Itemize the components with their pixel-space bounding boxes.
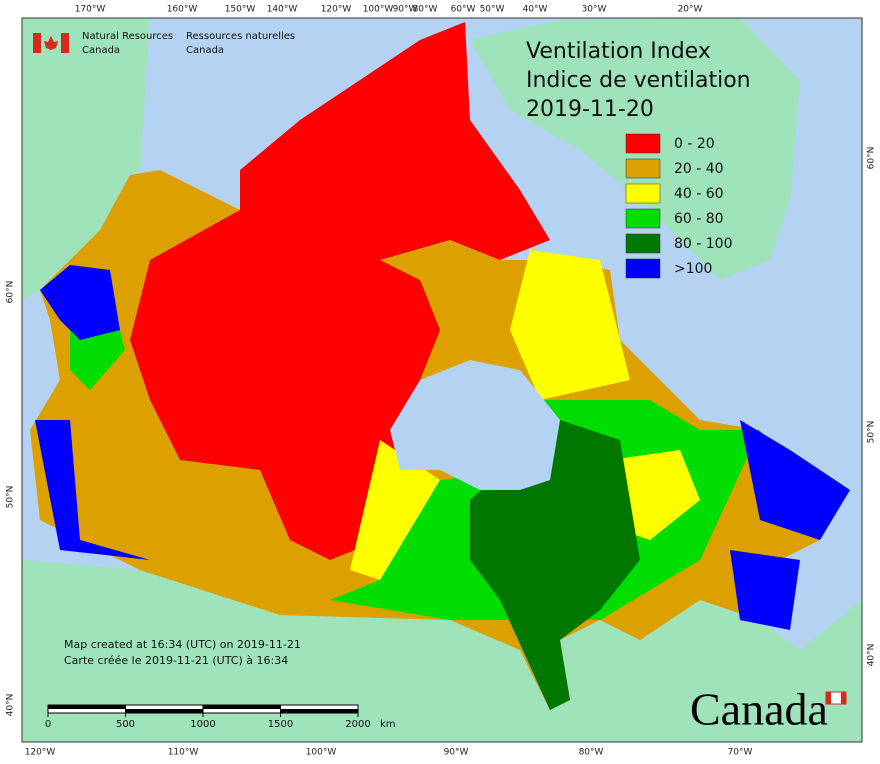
longitude-label: 140°W [267, 5, 298, 15]
legend-swatch [625, 208, 661, 229]
region-patch [240, 22, 550, 260]
nrcan-logo: Natural Resources Canada Ressources natu… [33, 31, 295, 56]
scale-bar-segment [125, 709, 203, 713]
longitude-label: 40°W [523, 5, 548, 15]
longitude-label: 70°W [728, 748, 753, 758]
scale-label: 1500 [268, 719, 293, 730]
flag-band [826, 692, 831, 704]
latitude-label: 40°N [867, 644, 877, 667]
title-fr: Indice de ventilation [526, 68, 751, 93]
longitude-label: 100°W [363, 5, 394, 15]
frame-border [21, 17, 863, 743]
flag-band [33, 33, 41, 53]
map-frame [21, 17, 863, 743]
scale-bar-segment [203, 705, 281, 709]
region-patch [280, 110, 340, 160]
longitude-label: 20°W [678, 5, 703, 15]
longitude-label: 170°W [75, 5, 106, 15]
longitude-label: 120°W [25, 748, 56, 758]
longitude-label: 90°W [444, 748, 469, 758]
scale-bar-segment [280, 709, 358, 713]
title-en: Ventilation Index [526, 39, 711, 64]
longitude-label: 80°W [413, 5, 438, 15]
region-patch [130, 210, 440, 560]
scale-bar-segment [48, 705, 126, 709]
region-patch [510, 250, 630, 400]
united-states [22, 560, 862, 742]
title-date: 2019-11-20 [526, 97, 654, 122]
scale-label: 2000 [345, 719, 370, 730]
legend-swatch [625, 158, 661, 179]
legend-swatch [625, 258, 661, 279]
agency-en: Canada [82, 45, 120, 56]
legend-label: 60 - 80 [674, 211, 724, 227]
latitude-label: 60°N [867, 147, 877, 170]
longitude-label: 120°W [321, 5, 352, 15]
legend-swatch [625, 233, 661, 254]
scale-label: 500 [116, 719, 135, 730]
wordmark-text: Canada [690, 684, 828, 735]
alaska [22, 18, 150, 300]
scale-label: 1000 [190, 719, 215, 730]
longitude-label: 90°W [393, 5, 418, 15]
flag-band [61, 33, 69, 53]
maple-leaf [44, 36, 58, 50]
legend-label: >100 [674, 261, 712, 277]
legend-label: 40 - 60 [674, 186, 724, 202]
wordmark: Canada [690, 684, 847, 735]
latitude-label: 60°N [6, 281, 16, 304]
legend-swatch [625, 183, 661, 204]
agency-fr: Canada [186, 45, 224, 56]
agency-fr: Ressources naturelles [186, 31, 295, 42]
latitude-label: 40°N [6, 694, 16, 717]
scale-unit: km [380, 719, 396, 730]
flag-band [841, 692, 846, 704]
latitude-label: 50°N [6, 486, 16, 509]
legend-label: 20 - 40 [674, 161, 724, 177]
region-patch [470, 420, 640, 710]
footer-en: Map created at 16:34 (UTC) on 2019-11-21 [64, 638, 301, 651]
longitude-label: 60°W [451, 5, 476, 15]
longitude-label: 30°W [582, 5, 607, 15]
region-patch [40, 265, 120, 340]
agency-en: Natural Resources [82, 31, 173, 42]
longitude-label: 160°W [167, 5, 198, 15]
scale-label: 0 [45, 719, 51, 730]
longitude-label: 110°W [168, 748, 199, 758]
legend-label: 0 - 20 [674, 136, 715, 152]
legend-label: 80 - 100 [674, 236, 733, 252]
longitude-label: 50°W [480, 5, 505, 15]
latitude-label: 50°N [867, 421, 877, 444]
longitude-label: 150°W [225, 5, 256, 15]
footer-fr: Carte créée le 2019-11-21 (UTC) à 16:34 [64, 654, 288, 667]
longitude-label: 100°W [306, 748, 337, 758]
legend-swatch [625, 133, 661, 154]
region-patch [35, 420, 150, 560]
longitude-label: 80°W [579, 748, 604, 758]
region-patch [730, 550, 800, 630]
region-patch [740, 420, 850, 540]
hudson-bay [390, 360, 560, 490]
